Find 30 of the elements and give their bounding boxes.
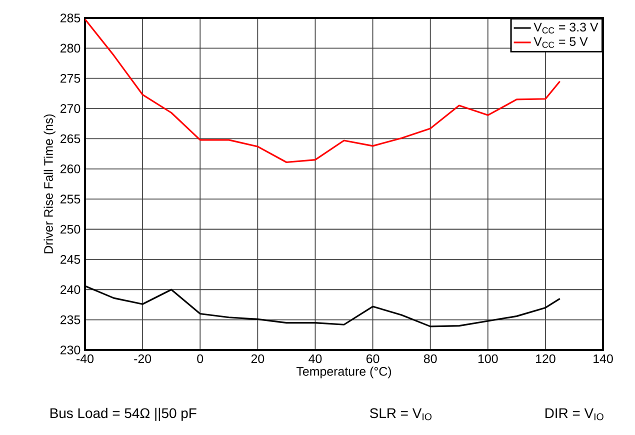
x-tick-label: 80 [424,354,437,364]
y-tick-label: 255 [60,194,80,204]
legend-label: V$_{CC}$ = 3.3 V [534,22,598,34]
x-tick-label: 100 [478,354,498,364]
x-tick-label: 20 [251,354,264,364]
y-tick-label: 265 [60,134,80,144]
x-tick-label: 120 [536,354,556,364]
x-tick-label: 40 [308,354,322,364]
x-tick-label: -20 [134,354,152,364]
text: SLR = V$_{IO}$ [370,408,432,420]
y-tick-label: 275 [60,74,80,83]
y-tick-label: 250 [60,224,80,234]
x-tick-label: 140 [594,354,613,364]
y-tick-label: 270 [60,104,80,113]
text: DIR = V$_{IO}$ [545,408,604,420]
y-tick-label: 285 [60,14,80,22]
x-tick-label: -40 [76,354,94,364]
text: Bus Load = 54Ω ||50 pF [50,408,196,421]
x-axis-title: Temperature (°C) [296,366,392,378]
y-tick-label: 245 [60,255,80,264]
y-tick-label: 280 [60,44,80,53]
y-tick-label: 240 [60,285,80,294]
y-tick-label: 230 [60,346,80,354]
line-series [85,18,561,164]
x-tick-label: 60 [366,354,380,364]
y-tick-label: 260 [60,164,80,174]
y-axis-title: Driver Rise Fall Time (ns) [44,114,56,254]
y-tick-label: 235 [60,315,80,324]
legend-label: V$_{CC}$ = 5 V [534,37,588,48]
x-tick-label: 0 [197,354,204,364]
